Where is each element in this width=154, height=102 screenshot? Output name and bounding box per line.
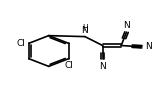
Text: N: N [82, 26, 88, 35]
Text: N: N [123, 21, 130, 30]
Text: N: N [145, 42, 152, 51]
Text: Cl: Cl [16, 39, 25, 48]
Text: N: N [99, 62, 106, 71]
Text: H: H [82, 24, 88, 33]
Text: Cl: Cl [65, 61, 74, 70]
